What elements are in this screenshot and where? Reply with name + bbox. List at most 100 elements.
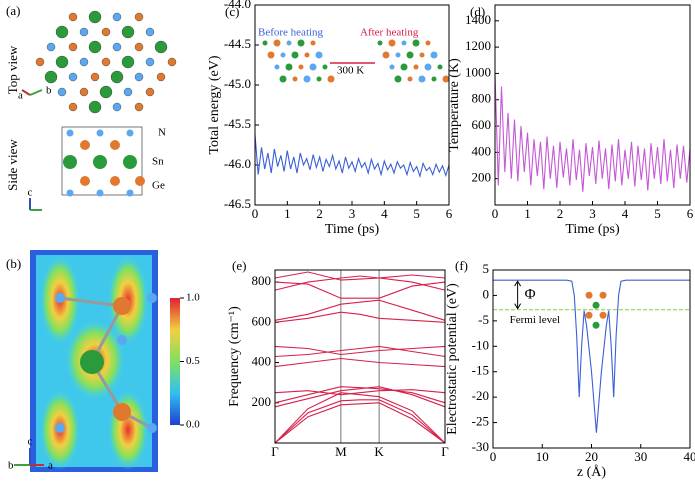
atom [268, 52, 275, 59]
atom [113, 13, 121, 21]
atom [97, 190, 104, 197]
axis-letter: b [8, 460, 14, 472]
x-tick-label: 6 [446, 206, 453, 221]
x-tick-label: Γ [441, 444, 449, 459]
series-line [275, 346, 445, 354]
x-axis-title: Time (ps) [325, 222, 380, 237]
y-tick-label: 600 [472, 117, 492, 132]
axis-letter: c [28, 436, 33, 448]
x-tick-label: 5 [413, 206, 420, 221]
atom [124, 88, 132, 96]
y-tick-label: -46.5 [224, 196, 251, 211]
atom [420, 53, 425, 58]
panel-label: (e) [232, 258, 246, 273]
atom [390, 65, 395, 70]
x-tick-label: Γ [271, 444, 279, 459]
atom [80, 88, 88, 96]
atom [47, 43, 55, 51]
atom [408, 77, 413, 82]
phi-label: Φ [525, 286, 536, 302]
atom [328, 76, 335, 83]
y-axis-title: Total energy (eV) [207, 55, 222, 154]
atom [122, 26, 134, 38]
x-tick-label: 40 [684, 449, 695, 464]
y-tick-label: 800 [472, 91, 492, 106]
atom [438, 65, 443, 70]
x-tick-label: 0 [252, 206, 259, 221]
axis-letter: a [48, 460, 53, 472]
atom [80, 28, 88, 36]
atom [413, 40, 420, 47]
atom [586, 312, 593, 319]
y-tick-label: -25 [472, 414, 489, 429]
side-view-structure [62, 127, 145, 197]
atom [45, 71, 57, 83]
atom [69, 43, 77, 51]
y-tick-label: 1400 [465, 12, 491, 27]
panel-label: (f) [455, 258, 468, 273]
atom [323, 65, 328, 70]
atom [102, 58, 110, 66]
atom-label: Sn [152, 156, 164, 168]
atom [600, 292, 607, 299]
atom [113, 43, 121, 51]
atom [80, 58, 88, 66]
atom [432, 77, 437, 82]
atom [586, 292, 593, 299]
atom [89, 11, 101, 23]
annotation: 300 K [337, 65, 364, 77]
atom [122, 56, 134, 68]
x-tick-label: 3 [589, 206, 596, 221]
atom [123, 155, 137, 169]
atom [402, 41, 407, 46]
atom [287, 41, 292, 46]
atom [67, 190, 74, 197]
panel-label: (b) [6, 256, 21, 271]
atom [275, 65, 280, 70]
x-tick-label: 4 [622, 206, 629, 221]
x-tick-label: 1 [524, 206, 531, 221]
series-line [275, 390, 445, 395]
x-tick-label: 1 [284, 206, 291, 221]
atom [304, 76, 311, 83]
x-tick-label: 0 [490, 449, 497, 464]
atom [80, 140, 90, 150]
series-line [495, 73, 690, 191]
atom [600, 312, 607, 319]
atom [127, 130, 134, 137]
plot-frame [495, 5, 690, 205]
y-tick-label: 400 [252, 354, 272, 369]
atom [317, 77, 322, 82]
series-line [275, 403, 445, 443]
panel-label: (a) [6, 3, 20, 18]
x-tick-label: 5 [654, 206, 661, 221]
y-tick-label: -30 [472, 439, 489, 454]
y-tick-label: 200 [472, 170, 492, 185]
atom [299, 65, 304, 70]
atom-label: N [158, 127, 166, 139]
x-tick-label: 4 [381, 206, 388, 221]
atom [113, 103, 121, 111]
fermi-label: Fermi level [510, 314, 560, 326]
atom [110, 140, 120, 150]
atom [69, 13, 77, 21]
atom [89, 41, 101, 53]
atom [111, 71, 123, 83]
atom [298, 40, 305, 47]
atom [56, 26, 68, 38]
atom [292, 52, 299, 59]
atom [280, 76, 287, 83]
atom [100, 86, 112, 98]
y-tick-label: 800 [252, 273, 272, 288]
y-tick-label: -46.0 [224, 156, 251, 171]
series-line [493, 280, 690, 433]
y-tick-label: 1000 [465, 64, 491, 79]
axis-letter: b [46, 85, 52, 97]
x-tick-label: 30 [634, 449, 647, 464]
y-tick-label: -10 [472, 337, 489, 352]
annotation: Before heating [258, 27, 324, 39]
series-line [275, 282, 445, 298]
y-tick-label: -45.5 [224, 116, 251, 131]
atom [407, 52, 414, 59]
x-tick-label: 20 [585, 449, 598, 464]
